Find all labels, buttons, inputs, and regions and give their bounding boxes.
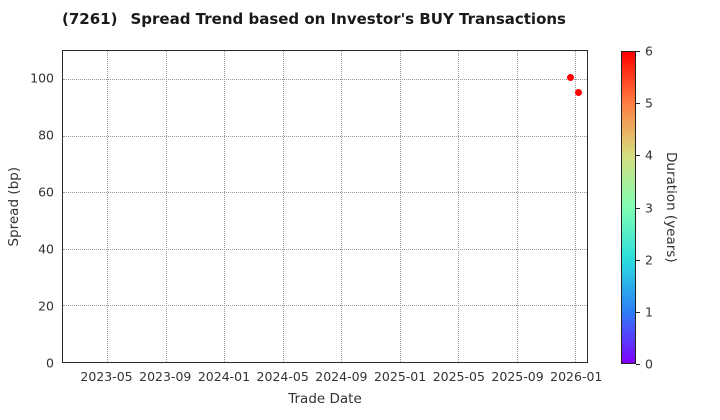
x-gridline (341, 51, 343, 362)
x-tick-label: 2025-01 (373, 369, 427, 384)
x-gridline (399, 51, 401, 362)
y-tick-label: 60 (38, 184, 54, 200)
data-point (566, 73, 574, 81)
colorbar-tick (636, 364, 640, 365)
y-gridline (63, 305, 587, 307)
colorbar-tick (636, 311, 640, 313)
colorbar-gradient (621, 51, 636, 364)
x-axis-label: Trade Date (288, 391, 362, 407)
y-tick-label: 20 (38, 298, 54, 314)
colorbar-tick (636, 259, 640, 261)
x-tick-label: 2025-09 (491, 369, 544, 384)
x-tick-label: 2025-05 (432, 369, 485, 384)
x-gridline (107, 51, 109, 362)
x-tick-label: 2023-09 (139, 369, 192, 384)
colorbar-tick-label: 0 (645, 356, 653, 372)
x-tick-label: 2024-01 (197, 369, 251, 384)
y-tick-label: 100 (30, 70, 54, 86)
y-gridline (63, 79, 587, 81)
y-gridline (63, 135, 587, 137)
plot-area (62, 50, 588, 363)
chart-title-text: Spread Trend based on Investor's BUY Tra… (130, 10, 566, 28)
y-tick-label: 80 (38, 127, 54, 143)
colorbar-tick-label: 3 (645, 200, 653, 215)
colorbar-tick (636, 207, 640, 209)
colorbar-tick-label: 1 (645, 304, 653, 320)
y-tick-label: 40 (38, 241, 54, 257)
y-axis-label-wrap: Spread (bp) (4, 50, 24, 363)
x-gridline (282, 51, 284, 362)
chart-title: (7261) Spread Trend based on Investor's … (62, 10, 566, 28)
data-point (574, 88, 582, 96)
colorbar-tick-label: 2 (645, 252, 653, 268)
x-gridline (575, 51, 577, 362)
x-gridline (516, 51, 518, 362)
x-tick-label: 2023-05 (80, 369, 133, 384)
y-gridline (63, 192, 587, 194)
y-gridline (63, 248, 587, 250)
x-tick-label: 2024-05 (256, 369, 309, 384)
x-gridline (165, 51, 167, 362)
colorbar-tick (636, 155, 640, 157)
y-axis-label: Spread (bp) (6, 166, 22, 247)
colorbar-tick-label: 4 (645, 147, 653, 163)
colorbar: 0 1 2 3 4 5 6 (621, 44, 653, 372)
colorbar-axis-label: Duration (years) (663, 152, 679, 263)
chart-title-code: (7261) (62, 10, 118, 28)
x-tick-label: 2024-09 (315, 369, 368, 384)
x-tick-label: 2026-01 (550, 369, 603, 384)
y-tick-label: 0 (46, 355, 54, 371)
colorbar-tick-label: 6 (645, 43, 653, 59)
x-gridline (458, 51, 460, 362)
colorbar-tick (636, 103, 640, 105)
colorbar-tick-label: 5 (645, 95, 653, 111)
x-gridline (224, 51, 226, 362)
colorbar-tick (636, 51, 640, 52)
colorbar-axis-label-wrap: Duration (years) (660, 51, 682, 364)
